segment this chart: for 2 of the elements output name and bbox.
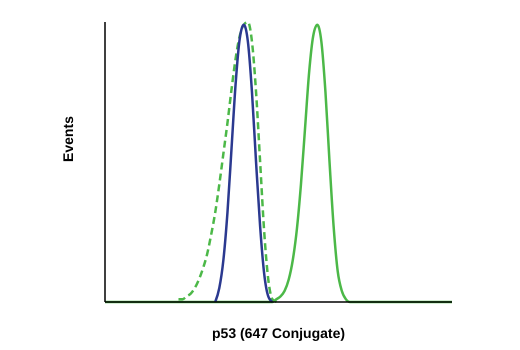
y-axis-title: Events bbox=[60, 116, 76, 162]
x-axis-title: p53 (647 Conjugate) bbox=[212, 325, 346, 341]
